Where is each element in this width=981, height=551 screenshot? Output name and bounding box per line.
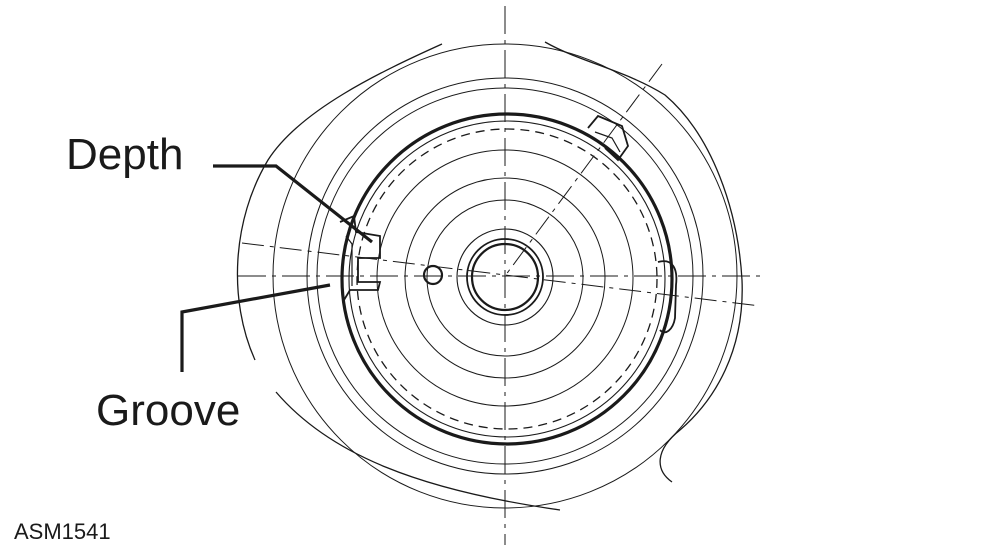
- depth-slot: [339, 214, 382, 301]
- figure-code: ASM1541: [14, 519, 111, 544]
- clip-top-right-inner: [594, 131, 621, 153]
- radial-centerline: [504, 63, 663, 277]
- tab-right: [657, 260, 678, 334]
- bearing-outer-race: [340, 112, 674, 446]
- housing-outline-left-lower: [275, 391, 561, 511]
- housing-outline-left: [236, 43, 443, 361]
- depth-label: Depth: [66, 130, 184, 179]
- depth-slot-inner: [345, 235, 353, 286]
- depth-leader-line: [213, 164, 373, 244]
- bearing-inner-edge: [348, 120, 666, 438]
- housing-outline-right: [544, 41, 743, 483]
- groove-label: Groove: [96, 386, 241, 435]
- clip-top-right: [587, 114, 629, 162]
- oblique-centerline: [241, 242, 761, 307]
- bearing-dashed-ring: [356, 128, 658, 430]
- groove-leader-line: [180, 283, 331, 372]
